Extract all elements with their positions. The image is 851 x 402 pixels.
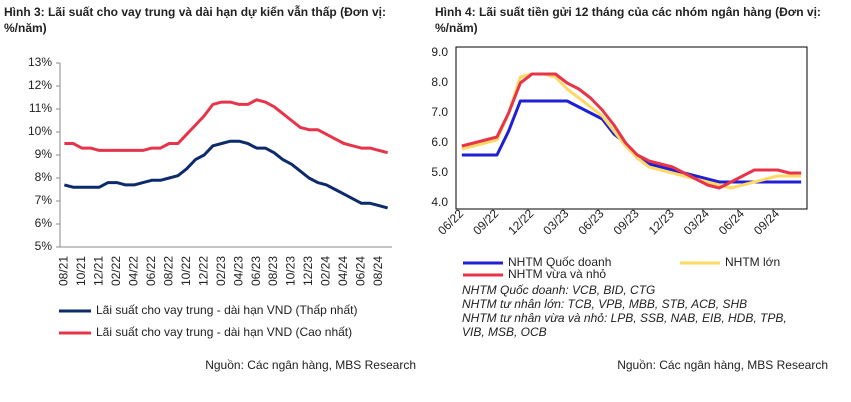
y-tick-label: 13% bbox=[28, 55, 52, 69]
x-tick-label: 06/23 bbox=[575, 206, 606, 237]
x-tick-label: 08/22 bbox=[161, 256, 175, 286]
y-tick-label: 4.0 bbox=[431, 195, 448, 209]
line-series bbox=[461, 99, 802, 184]
legend-label: NHTM Quốc doanh bbox=[508, 255, 611, 269]
line-series bbox=[461, 72, 802, 190]
x-tick-label: 03/23 bbox=[540, 206, 571, 237]
x-tick-label: 06/24 bbox=[354, 256, 368, 286]
plot-frame bbox=[455, 46, 808, 210]
x-tick-label: 09/23 bbox=[611, 206, 642, 237]
legend-label: NHTM lớn bbox=[725, 255, 780, 269]
x-tick-label: 10/22 bbox=[179, 256, 193, 286]
note: NHTM Quốc doanh: VCB, BID, CTG bbox=[462, 283, 655, 297]
x-tick-label: 02/23 bbox=[214, 256, 228, 286]
x-tick-label: 04/22 bbox=[126, 256, 140, 286]
y-tick-label: 6% bbox=[35, 216, 53, 230]
note: VIB, MSB, OCB bbox=[462, 325, 547, 339]
legend-label: Lãi suất cho vay trung - dài hạn VND (Ca… bbox=[96, 325, 352, 339]
y-tick-label: 8.0 bbox=[431, 75, 448, 89]
x-tick-label: 08/21 bbox=[57, 256, 71, 286]
source: Nguồn: Các ngân hàng, MBS Research bbox=[205, 358, 416, 372]
chart-title: Hình 3: Lãi suất cho vay trung và dài hạ… bbox=[4, 5, 386, 35]
note: NHTM tư nhân lớn: TCB, VPB, MBB, STB, AC… bbox=[462, 297, 747, 311]
x-tick-label: 09/24 bbox=[751, 206, 782, 237]
line-series bbox=[461, 72, 802, 190]
note: NHTM tư nhân vừa và nhỏ: LPB, SSB, NAB, … bbox=[462, 311, 787, 325]
y-tick-label: 5.0 bbox=[431, 165, 448, 179]
y-tick-label: 10% bbox=[28, 124, 52, 138]
x-tick-label: 10/23 bbox=[284, 256, 298, 286]
y-tick-label: 9.0 bbox=[431, 45, 448, 59]
x-tick-label: 04/24 bbox=[336, 256, 350, 286]
y-tick-label: 7.0 bbox=[431, 105, 448, 119]
y-tick-label: 6.0 bbox=[431, 135, 448, 149]
line-series bbox=[64, 98, 389, 155]
y-tick-label: 11% bbox=[29, 101, 52, 115]
x-tick-label: 08/24 bbox=[371, 256, 385, 286]
y-tick-label: 5% bbox=[35, 239, 53, 253]
legend-label: NHTM vừa và nhỏ bbox=[508, 267, 606, 281]
source: Nguồn: Các ngân hàng, MBS Research bbox=[617, 358, 828, 372]
x-tick-label: 12/22 bbox=[505, 206, 536, 237]
y-tick-label: 7% bbox=[35, 193, 53, 207]
chart-title: Hình 4: Lãi suất tiền gửi 12 tháng của c… bbox=[435, 5, 821, 35]
line-series bbox=[63, 139, 389, 210]
x-tick-label: 02/22 bbox=[109, 256, 123, 286]
x-tick-label: 03/24 bbox=[681, 206, 712, 237]
x-tick-label: 08/23 bbox=[266, 256, 280, 286]
y-tick-label: 12% bbox=[28, 78, 52, 92]
x-tick-label: 12/22 bbox=[196, 256, 210, 286]
x-tick-label: 12/23 bbox=[646, 206, 677, 237]
x-tick-label: 06/23 bbox=[249, 256, 263, 286]
x-tick-label: 02/24 bbox=[319, 256, 333, 286]
x-tick-label: 09/22 bbox=[470, 206, 501, 237]
x-tick-label: 04/23 bbox=[231, 256, 245, 286]
x-tick-label: 06/22 bbox=[435, 206, 466, 237]
x-tick-label: 12/23 bbox=[301, 256, 315, 286]
x-tick-label: 06/22 bbox=[144, 256, 158, 286]
x-tick-label: 12/21 bbox=[91, 256, 105, 286]
y-tick-label: 8% bbox=[35, 170, 53, 184]
x-tick-label: 10/21 bbox=[74, 256, 88, 286]
x-tick-label: 06/24 bbox=[716, 206, 747, 237]
legend-label: Lãi suất cho vay trung - dài hạn VND (Th… bbox=[96, 303, 357, 317]
y-tick-label: 9% bbox=[35, 147, 53, 161]
